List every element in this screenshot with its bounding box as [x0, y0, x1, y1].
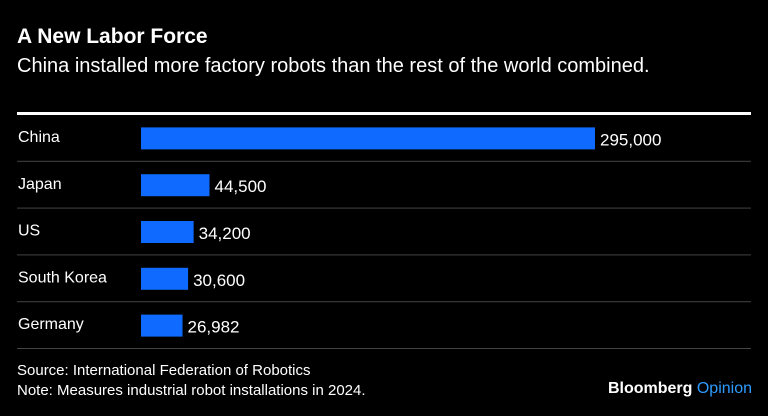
- chart-subtitle: China installed more factory robots than…: [17, 55, 650, 77]
- bar: [141, 127, 595, 150]
- value-label: 44,500: [214, 177, 266, 196]
- row-separator: [17, 301, 751, 303]
- bar: [141, 267, 189, 290]
- brand-logo: Bloomberg Opinion: [608, 380, 752, 398]
- category-label: Germany: [18, 316, 84, 333]
- value-label: 295,000: [600, 130, 661, 149]
- row-separator: [17, 348, 751, 349]
- source-note: Source: International Federation of Robo…: [17, 362, 311, 379]
- value-label: 34,200: [199, 224, 251, 243]
- row-separator: [17, 254, 751, 256]
- category-label: Japan: [18, 176, 62, 193]
- bar: [141, 221, 194, 243]
- category-label: South Korea: [18, 269, 107, 286]
- chart-title: A New Labor Force: [17, 25, 208, 48]
- category-label: US: [18, 223, 40, 240]
- category-label: China: [18, 129, 60, 146]
- value-label: 26,982: [188, 318, 240, 337]
- value-label: 30,600: [193, 271, 245, 290]
- footnote: Note: Measures industrial robot installa…: [17, 382, 366, 399]
- row-separator: [17, 207, 751, 209]
- top-divider: [17, 112, 751, 115]
- row-separator: [17, 160, 751, 162]
- brand-secondary: Opinion: [696, 380, 752, 397]
- bar: [141, 174, 210, 197]
- bar: [141, 314, 183, 337]
- brand-primary: Bloomberg: [607, 380, 693, 397]
